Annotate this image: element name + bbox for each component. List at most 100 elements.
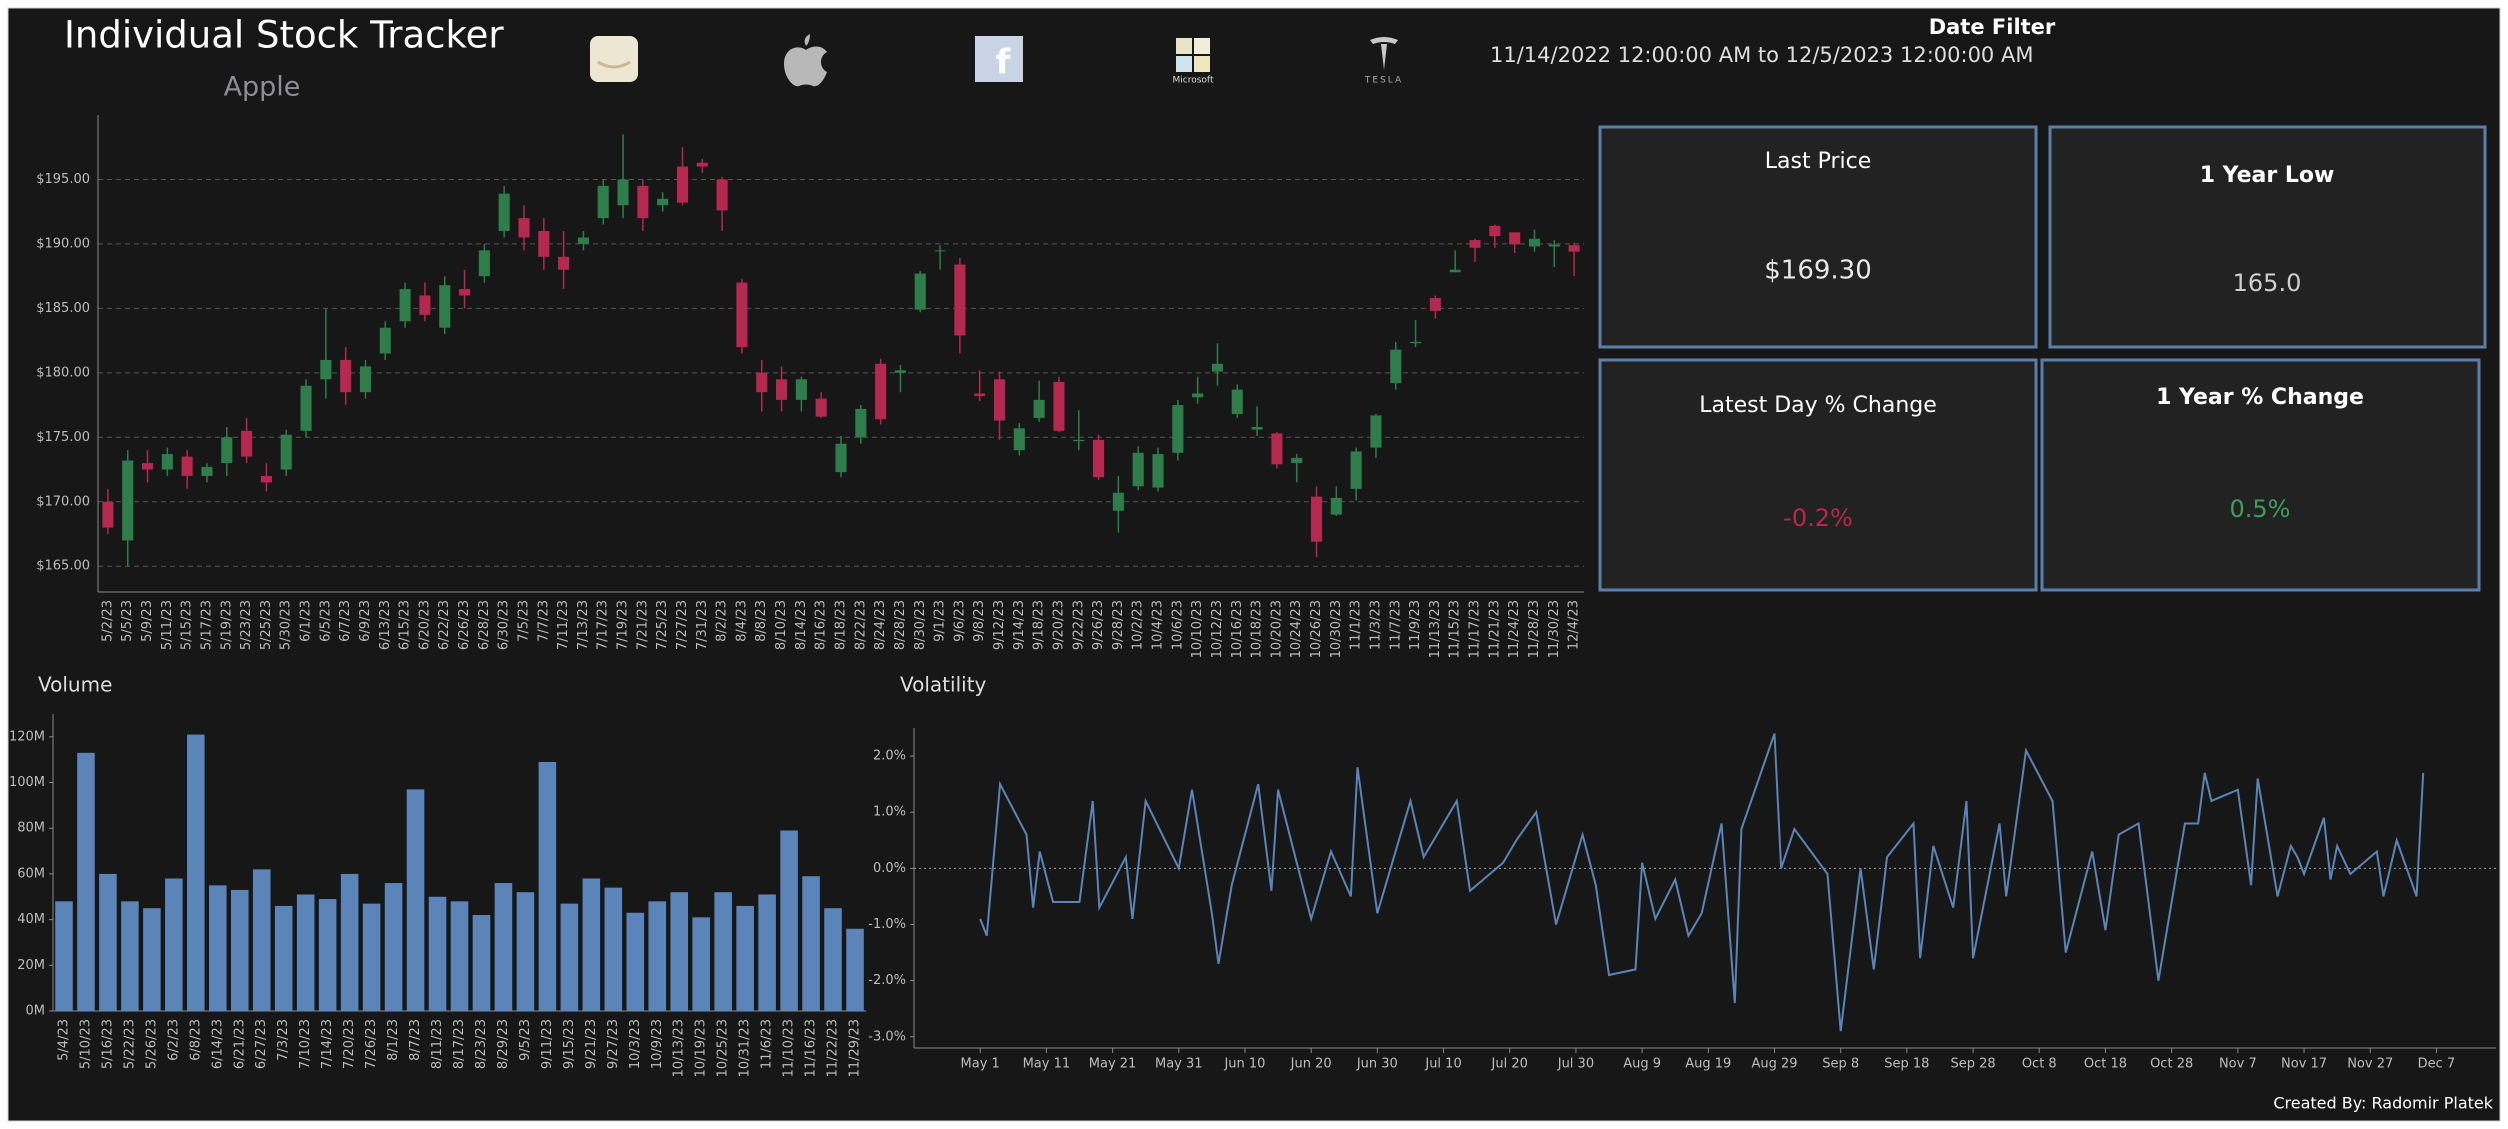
bar xyxy=(670,892,689,1011)
candle-body xyxy=(359,366,372,393)
y-tick-label: 80M xyxy=(17,821,45,836)
kpi-title: 1 Year Low xyxy=(2200,163,2335,188)
bar xyxy=(340,873,359,1011)
x-tick-label: 10/4/23 xyxy=(1151,600,1166,650)
x-tick-label: 7/20/23 xyxy=(342,1019,357,1069)
x-tick-label: 10/24/23 xyxy=(1289,600,1304,658)
y-tick-label: $175.00 xyxy=(36,430,90,445)
candle-body xyxy=(676,166,689,203)
x-tick-label: 7/17/23 xyxy=(596,600,611,650)
candle-body xyxy=(1489,225,1501,237)
bar xyxy=(736,905,754,1011)
x-tick-label: 10/20/23 xyxy=(1269,600,1284,658)
bar xyxy=(406,789,425,1011)
x-tick-label: 10/9/23 xyxy=(650,1019,665,1069)
x-tick-label: 7/3/23 xyxy=(276,1019,291,1061)
candle-body xyxy=(498,193,510,232)
bar xyxy=(582,878,601,1011)
bar xyxy=(209,885,227,1011)
y-tick-label: 20M xyxy=(17,958,45,973)
candle-body xyxy=(954,264,966,336)
candle-body xyxy=(597,185,609,219)
bar xyxy=(780,830,798,1011)
x-tick-label: 9/18/23 xyxy=(1032,600,1047,650)
x-tick-label: 8/8/23 xyxy=(754,600,769,642)
logo-microsoft[interactable]: Microsoft xyxy=(1173,38,1214,86)
y-tick-label: $180.00 xyxy=(36,365,90,380)
x-tick-label: Dec 7 xyxy=(2418,1057,2456,1072)
x-tick-label: 5/17/23 xyxy=(199,600,214,650)
x-tick-label: 5/15/23 xyxy=(180,600,195,650)
bar xyxy=(626,912,645,1011)
x-tick-label: Aug 9 xyxy=(1623,1057,1661,1072)
candle-body xyxy=(1152,454,1164,488)
candle-body xyxy=(795,379,807,400)
x-tick-label: 11/17/23 xyxy=(1468,600,1483,658)
x-tick-label: 5/2/23 xyxy=(100,600,115,642)
bar xyxy=(802,876,820,1011)
bar xyxy=(494,883,513,1011)
x-tick-label: 9/6/23 xyxy=(952,600,967,642)
bar xyxy=(99,873,117,1011)
logo-tesla[interactable]: TESLA xyxy=(1364,37,1403,86)
bar xyxy=(230,889,249,1011)
bar xyxy=(296,894,315,1011)
x-tick-label: 9/22/23 xyxy=(1071,600,1086,650)
bar xyxy=(143,908,161,1011)
x-tick-label: 11/29/23 xyxy=(848,1019,863,1077)
x-tick-label: 5/9/23 xyxy=(140,600,155,642)
chart-title: Volatility xyxy=(900,673,987,697)
y-tick-label: $195.00 xyxy=(36,172,90,187)
candle-body xyxy=(696,162,708,167)
x-tick-label: 7/27/23 xyxy=(675,600,690,650)
candle-body xyxy=(577,237,589,244)
x-tick-label: 10/26/23 xyxy=(1309,600,1324,658)
logo-facebook[interactable]: f xyxy=(975,36,1023,83)
bar xyxy=(252,869,271,1011)
candle-body xyxy=(439,285,451,328)
x-tick-label: 11/15/23 xyxy=(1448,600,1463,658)
x-tick-label: 9/27/23 xyxy=(606,1019,621,1069)
x-tick-label: Jul 10 xyxy=(1424,1057,1461,1072)
x-tick-label: 5/19/23 xyxy=(219,600,234,650)
kpi-value: 0.5% xyxy=(2230,495,2291,523)
candle-body xyxy=(201,466,213,476)
candle-body xyxy=(458,289,471,296)
x-tick-label: 8/22/23 xyxy=(853,600,868,650)
candle-body xyxy=(1093,439,1105,478)
y-tick-label: $170.00 xyxy=(36,494,90,509)
bar xyxy=(187,734,205,1011)
x-tick-label: 10/18/23 xyxy=(1250,600,1265,658)
candle-body xyxy=(141,463,154,470)
logo-apple[interactable] xyxy=(784,34,827,87)
x-tick-label: 5/4/23 xyxy=(56,1019,71,1061)
x-tick-label: 6/9/23 xyxy=(358,600,373,642)
x-tick-label: 7/10/23 xyxy=(298,1019,313,1069)
kpi-title: 1 Year % Change xyxy=(2156,385,2364,410)
candle-body xyxy=(835,443,847,473)
date-filter-title: Date Filter xyxy=(1929,15,2056,39)
x-tick-label: 11/30/23 xyxy=(1547,600,1562,658)
candle-body xyxy=(538,231,550,257)
x-tick-label: Oct 8 xyxy=(2022,1057,2057,1072)
candle-body xyxy=(1528,238,1541,247)
x-tick-label: 10/3/23 xyxy=(628,1019,643,1069)
x-tick-label: 6/22/23 xyxy=(437,600,452,650)
candle-body xyxy=(419,295,431,315)
x-tick-label: 5/25/23 xyxy=(259,600,274,650)
candle-body xyxy=(1112,492,1124,511)
x-tick-label: 10/12/23 xyxy=(1210,600,1225,658)
logo-amazon[interactable] xyxy=(590,36,638,82)
x-tick-label: 7/14/23 xyxy=(320,1019,335,1069)
x-tick-label: 5/26/23 xyxy=(144,1019,159,1069)
date-filter-range[interactable]: 11/14/2022 12:00:00 AM to 12/5/2023 12:0… xyxy=(1490,43,2033,67)
candle-body xyxy=(756,372,768,393)
x-tick-label: 8/11/23 xyxy=(430,1019,445,1069)
kpi-value: $169.30 xyxy=(1764,256,1872,286)
candle-body xyxy=(1251,426,1263,430)
x-tick-label: 8/24/23 xyxy=(873,600,888,650)
y-tick-label: $165.00 xyxy=(36,559,90,574)
bar xyxy=(692,917,710,1011)
candle-body xyxy=(1370,415,1382,448)
x-tick-label: 6/27/23 xyxy=(254,1019,269,1069)
